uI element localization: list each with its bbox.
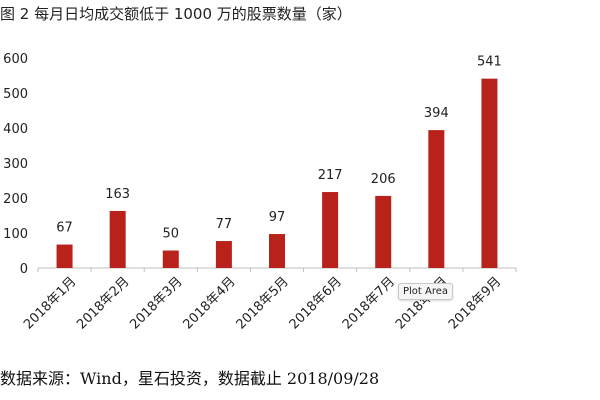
y-tick-label: 0 — [20, 262, 28, 277]
bar — [269, 234, 285, 268]
data-label: 394 — [424, 106, 449, 121]
x-tick-label: 2018年9月 — [446, 274, 504, 332]
x-tick-label: 2018年2月 — [74, 274, 132, 332]
x-tick-label: 2018年1月 — [21, 274, 79, 332]
x-tick-label: 2018年4月 — [180, 274, 238, 332]
bar — [56, 244, 73, 268]
bar — [322, 192, 339, 268]
plot-area-tooltip: Plot Area — [398, 283, 454, 300]
data-label: 97 — [269, 210, 286, 225]
data-label: 77 — [216, 217, 233, 232]
data-label: 67 — [56, 221, 73, 236]
bar — [375, 195, 392, 268]
data-label: 206 — [371, 172, 396, 187]
y-tick-label: 200 — [3, 192, 28, 207]
y-tick-label: 400 — [3, 122, 28, 137]
bar — [481, 78, 498, 269]
data-label: 163 — [105, 187, 130, 202]
data-source-note: 数据来源：Wind，星石投资，数据截止 2018/09/28 — [0, 369, 380, 388]
x-tick-label: 2018年5月 — [234, 274, 292, 332]
bar — [215, 241, 232, 268]
x-tick-label: 2018年6月 — [287, 274, 345, 332]
data-label: 50 — [163, 227, 180, 242]
x-tick-label: 2018年3月 — [127, 274, 185, 332]
y-tick-label: 300 — [3, 157, 28, 172]
y-tick-label: 600 — [3, 52, 28, 67]
bar — [109, 210, 126, 268]
chart-title: 图 2 每月日均成交额低于 1000 万的股票数量（家） — [0, 5, 352, 23]
y-tick-label: 500 — [3, 87, 28, 102]
x-tick-label: 2018年7月 — [340, 274, 398, 332]
data-label: 217 — [318, 168, 343, 183]
bar — [428, 130, 445, 268]
bar — [162, 250, 179, 268]
data-label: 541 — [477, 55, 502, 70]
y-tick-label: 100 — [3, 227, 28, 242]
